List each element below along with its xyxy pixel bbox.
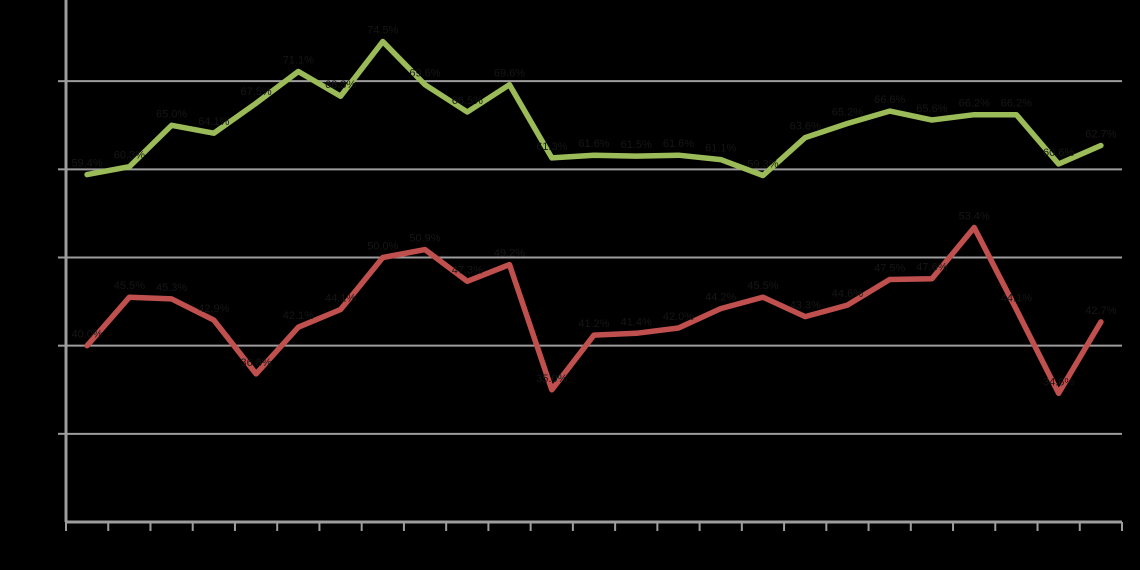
green-series-data-label: 59.4%	[71, 158, 102, 170]
green-series-data-label: 61.6%	[578, 138, 609, 150]
red-series-data-label: 44.1%	[1001, 293, 1032, 305]
green-series-data-label: 61.1%	[705, 143, 736, 155]
green-series-data-label: 65.0%	[156, 108, 187, 120]
red-series-data-label: 34.6%	[1043, 376, 1074, 388]
green-series-data-label: 66.2%	[1001, 98, 1032, 110]
red-series-data-label: 45.3%	[156, 282, 187, 294]
red-series-data-label: 47.6%	[916, 262, 947, 274]
red-series-data-label: 50.0%	[367, 241, 398, 253]
green-series-data-label: 61.5%	[621, 139, 652, 151]
red-series-data-label: 42.7%	[1085, 305, 1116, 317]
red-series-data-label: 44.2%	[705, 292, 736, 304]
green-series-data-label: 60.3%	[114, 150, 145, 162]
green-series-data-label: 68.3%	[325, 79, 356, 91]
red-series-data-label: 40.0%	[71, 329, 102, 341]
red-series-data-label: 42.9%	[198, 303, 229, 315]
green-series-data-label: 69.6%	[494, 68, 525, 80]
green-series-line	[84, 38, 1104, 179]
green-series-data-label: 61.3%	[536, 141, 567, 153]
red-series-data-label: 44.1%	[325, 293, 356, 305]
red-series-data-label: 42.0%	[663, 311, 694, 323]
red-series-data-label: 35.0%	[536, 373, 567, 385]
red-series-data-label: 45.5%	[114, 280, 145, 292]
green-series-data-label: 69.6%	[409, 68, 440, 80]
red-series-data-label: 36.8%	[240, 357, 271, 369]
red-series-data-label: 43.3%	[790, 300, 821, 312]
green-series-data-label: 65.6%	[916, 103, 947, 115]
green-series-data-label: 74.5%	[367, 25, 398, 37]
green-series-data-label: 62.7%	[1085, 129, 1116, 141]
green-series-data-label: 71.1%	[283, 55, 314, 67]
red-series-data-label: 49.2%	[494, 248, 525, 260]
red-series-data-label: 41.4%	[621, 316, 652, 328]
red-series-data-label: 47.3%	[452, 264, 483, 276]
red-series-data-label: 45.5%	[747, 280, 778, 292]
green-series-data-label: 66.6%	[874, 94, 905, 106]
red-series-line	[84, 224, 1104, 397]
green-series-data-label: 66.2%	[959, 98, 990, 110]
green-series-data-label: 60.6%	[1043, 147, 1074, 159]
green-series-data-label: 61.6%	[663, 138, 694, 150]
green-series-data-label: 65.2%	[832, 107, 863, 119]
red-series-data-label: 53.4%	[959, 211, 990, 223]
red-series-data-label: 50.9%	[409, 233, 440, 245]
green-series-data-label: 64.1%	[198, 116, 229, 128]
green-series-data-label: 67.5%	[240, 86, 271, 98]
green-series-data-label: 59.3%	[747, 159, 778, 171]
red-series-data-label: 41.2%	[578, 318, 609, 330]
green-series-data-label: 66.5%	[452, 95, 483, 107]
green-series-data-label: 63.6%	[790, 121, 821, 133]
red-series-data-label: 42.1%	[283, 310, 314, 322]
red-series-data-label: 44.6%	[832, 288, 863, 300]
red-series-data-label: 47.5%	[874, 263, 905, 275]
